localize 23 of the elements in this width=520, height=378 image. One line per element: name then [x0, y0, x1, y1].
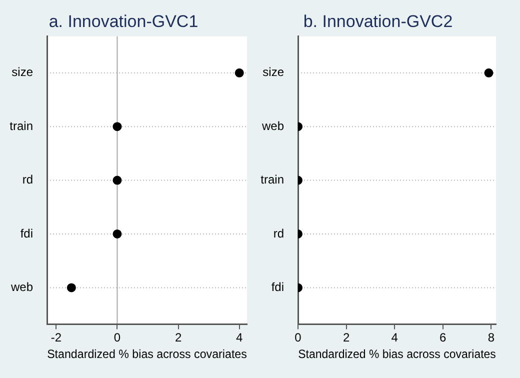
- x-tick-label: 8: [488, 330, 495, 345]
- y-tick-label: fdi: [271, 280, 284, 294]
- x-tick-label: 4: [391, 330, 398, 345]
- x-tick-label: 4: [236, 330, 244, 345]
- chart-title: a. Innovation-GVC1: [48, 12, 198, 31]
- x-tick-label: 0: [294, 330, 302, 345]
- chart-title: b. Innovation-GVC2: [303, 12, 453, 31]
- x-tick-label: -2: [50, 330, 62, 345]
- y-tick-label: size: [12, 65, 34, 80]
- x-tick-label: 6: [440, 330, 447, 345]
- x-tick-label: 2: [174, 330, 182, 345]
- x-axis-title: Standardized % bias across covariates: [47, 346, 248, 362]
- y-tick-label: train: [10, 118, 33, 133]
- x-tick-label: 0: [114, 330, 121, 345]
- y-tick-label: web: [10, 280, 34, 294]
- y-tick-label: web: [260, 118, 284, 133]
- y-tick-label: train: [260, 172, 284, 187]
- y-tick-label: rd: [22, 172, 33, 187]
- y-tick-label: fdi: [20, 226, 33, 240]
- y-tick-label: rd: [273, 226, 284, 240]
- x-axis-title: Standardized % bias across covariates: [298, 348, 496, 362]
- y-tick-label: size: [262, 65, 284, 80]
- x-tick-label: 2: [342, 330, 350, 345]
